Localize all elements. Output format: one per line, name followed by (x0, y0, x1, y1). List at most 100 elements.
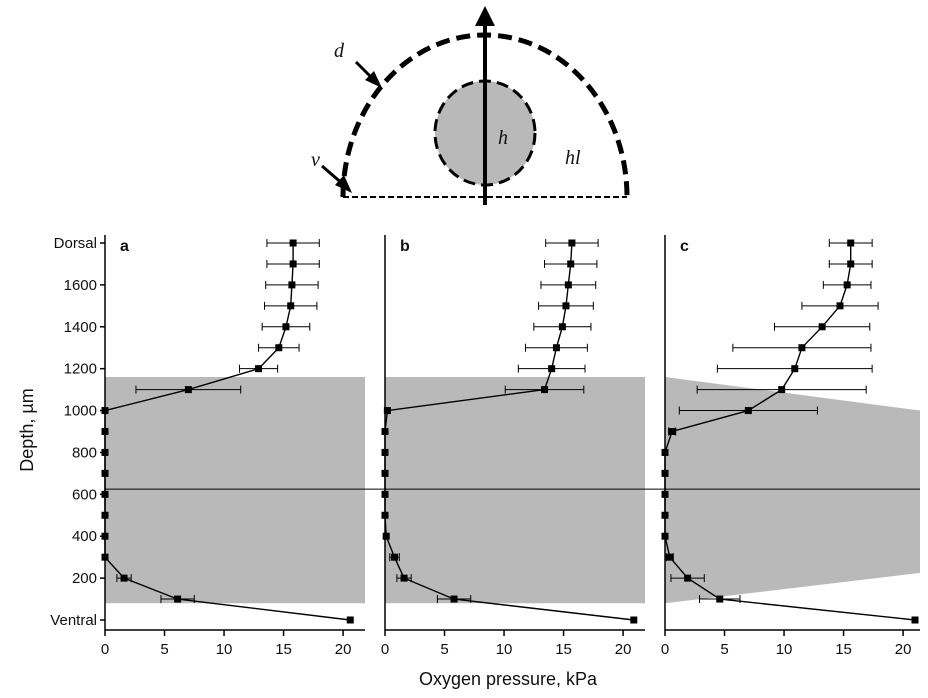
x-tick-label-c: 20 (895, 641, 912, 658)
data-point-b (564, 281, 572, 289)
y-tick-label: 1200 (64, 361, 97, 378)
panel-label-c: c (680, 238, 689, 255)
data-point-a (174, 595, 182, 603)
label-hl: hl (565, 147, 581, 169)
data-point-b (552, 344, 560, 352)
y-tick-label: Ventral (50, 612, 97, 629)
x-tick-label-b: 0 (381, 641, 389, 658)
data-point-c (744, 407, 752, 415)
data-point-c (684, 574, 692, 582)
data-point-b (558, 323, 566, 331)
data-point-b (383, 407, 391, 415)
label-h: h (498, 127, 508, 149)
data-point-b (450, 595, 458, 603)
data-point-c (847, 239, 855, 247)
data-point-c (791, 365, 799, 373)
data-point-a (282, 323, 290, 331)
data-point-b (381, 490, 389, 498)
x-tick-label-b: 10 (496, 641, 513, 658)
x-tick-label-a: 0 (101, 641, 109, 658)
y-tick-label: 200 (72, 570, 97, 587)
data-point-b (548, 365, 556, 373)
data-point-c (661, 490, 669, 498)
data-point-c (661, 511, 669, 519)
schematic-diagram: d v h hl (311, 6, 630, 205)
x-axis-title: Oxygen pressure, kPa (419, 669, 598, 689)
y-tick-label: 1400 (64, 319, 97, 336)
data-point-b (630, 616, 638, 624)
label-d: d (334, 40, 345, 62)
data-point-c (661, 448, 669, 456)
data-point-c (668, 428, 676, 435)
data-point-c (798, 344, 806, 352)
data-point-a (184, 386, 192, 394)
data-point-a (287, 302, 295, 310)
data-point-a (101, 532, 109, 540)
data-point-c (836, 302, 844, 310)
data-point-b (381, 511, 389, 519)
data-point-a (288, 281, 296, 289)
y-tick-label: 600 (72, 486, 97, 503)
x-tick-label-b: 20 (615, 641, 632, 658)
data-point-c (661, 469, 669, 477)
anoxic-band-a (105, 377, 365, 604)
data-point-a (101, 469, 109, 477)
arrow-d-head-icon (365, 71, 382, 88)
data-point-b (400, 574, 408, 582)
data-point-b (381, 428, 389, 435)
y-tick-label: 1000 (64, 403, 97, 420)
data-point-a (289, 260, 297, 268)
oxygen-depth-chart: Dorsal1600140012001000800600400200Ventra… (50, 235, 920, 658)
data-point-a (101, 553, 109, 561)
anoxic-band-b (385, 377, 645, 604)
data-point-b (541, 386, 549, 394)
data-point-a (289, 239, 297, 247)
y-axis-title: Depth, µm (17, 388, 37, 471)
up-arrow-icon (475, 6, 495, 26)
label-v: v (311, 149, 320, 171)
y-tick-label: 800 (72, 444, 97, 461)
x-tick-label-b: 5 (440, 641, 448, 658)
y-tick-label: 1600 (64, 277, 97, 294)
data-point-a (120, 574, 128, 582)
data-point-c (818, 323, 826, 331)
y-tick-label: Dorsal (54, 235, 97, 252)
data-point-c (666, 553, 674, 561)
data-point-a (255, 365, 263, 373)
x-tick-label-c: 0 (661, 641, 669, 658)
data-point-a (101, 511, 109, 519)
anoxic-band-c (665, 377, 920, 604)
data-point-a (101, 448, 109, 456)
data-point-c (661, 532, 669, 540)
data-point-a (101, 407, 109, 415)
arrow-v-head-icon (335, 175, 352, 193)
data-point-c (847, 260, 855, 268)
panel-label-a: a (120, 238, 129, 255)
data-point-c (843, 281, 851, 289)
y-tick-label: 400 (72, 528, 97, 545)
data-point-b (381, 448, 389, 456)
data-point-b (391, 553, 399, 561)
x-tick-label-c: 15 (835, 641, 852, 658)
x-tick-label-a: 15 (275, 641, 292, 658)
data-point-b (567, 260, 575, 268)
data-point-a (101, 428, 109, 435)
x-tick-label-a: 20 (335, 641, 352, 658)
panel-label-b: b (400, 238, 410, 255)
x-tick-label-c: 5 (720, 641, 728, 658)
x-tick-label-b: 15 (555, 641, 572, 658)
data-point-c (911, 616, 919, 624)
data-point-b (382, 532, 390, 540)
data-point-b (381, 469, 389, 477)
x-tick-label-a: 5 (160, 641, 168, 658)
data-point-c (716, 595, 724, 603)
data-point-b (568, 239, 576, 247)
data-point-c (778, 386, 786, 394)
data-point-b (562, 302, 570, 310)
data-point-a (101, 490, 109, 498)
x-tick-label-c: 10 (776, 641, 793, 658)
data-point-a (275, 344, 283, 352)
data-point-a (346, 616, 354, 624)
x-tick-label-a: 10 (216, 641, 233, 658)
